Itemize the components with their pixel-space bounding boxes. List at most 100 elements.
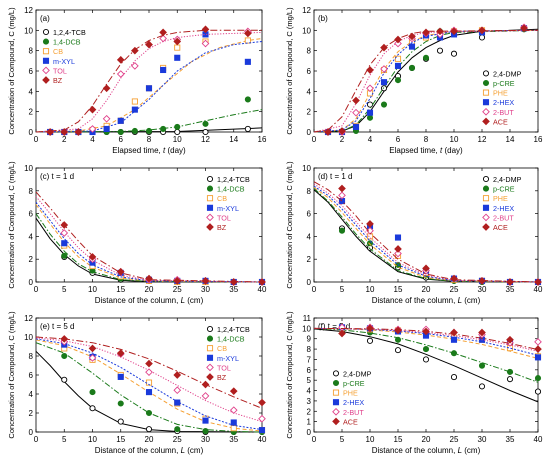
marker-p0-sL3-0	[42, 57, 50, 64]
marker-p1-s0-3	[366, 101, 374, 108]
marker-p0-s2-9	[174, 44, 181, 51]
y-tick-label: 12	[24, 6, 33, 15]
marker-p0-s4-5	[116, 70, 125, 78]
marker-p0-s5-5	[116, 55, 125, 64]
legend-label: 2-BUT	[493, 213, 514, 222]
marker-p1-sL4-0	[482, 107, 490, 116]
marker-p4-s5-0	[60, 335, 69, 343]
marker-p5-s1-5	[478, 362, 486, 369]
y-axis-label: Concentration of Compound, C (mg/L)	[285, 161, 294, 289]
fit-curve-s2	[313, 186, 539, 283]
marker-p2-s4-0	[60, 229, 69, 237]
marker-p3-sL2-0	[482, 195, 490, 202]
marker-p5-s5-0	[338, 329, 346, 338]
marker-p2-sL4-0	[206, 213, 214, 222]
y-tick-label: 4	[307, 387, 312, 396]
marker-p5-s0-2	[394, 347, 402, 354]
y-tick-label: 2	[29, 255, 34, 264]
y-tick-label: 2	[307, 108, 312, 117]
marker-p0-s5-2	[74, 128, 83, 136]
y-tick-label: 12	[24, 314, 33, 323]
panel-3: 0 5 10 15 20 25 30 35 40 0 2 4 6 8 10 Distance of the c…	[285, 161, 543, 305]
marker-p5-s3-7	[534, 354, 542, 361]
marker-p1-s3-4	[380, 79, 388, 86]
x-tick-label: 2	[62, 135, 67, 144]
marker-p1-s5-5	[394, 35, 402, 44]
x-tick-label: 30	[201, 435, 210, 444]
y-tick-label: 6	[307, 210, 312, 219]
legend-label: CB	[217, 344, 227, 353]
x-axis-label-variable: L	[458, 296, 462, 305]
y-tick-label: 0	[307, 428, 312, 437]
x-tick-label: 35	[229, 285, 238, 294]
marker-p3-sL0-0	[482, 175, 490, 183]
y-tick-label: 6	[29, 371, 34, 380]
fit-curve-s4	[35, 31, 263, 133]
y-tick-label: 6	[29, 67, 34, 76]
x-tick-label: 30	[478, 285, 487, 294]
legend-label: p-CRE	[493, 185, 515, 194]
x-tick-label: 35	[229, 435, 238, 444]
marker-p2-s5-2	[116, 267, 125, 276]
y-tick-label: 0	[307, 278, 312, 287]
marker-p5-s5-4	[450, 328, 458, 337]
marker-p2-s5-0	[60, 221, 69, 229]
marker-p5-s0-5	[478, 383, 486, 390]
y-tick-label: 9	[307, 335, 312, 344]
legend-label: PHE	[493, 194, 508, 203]
series-0	[35, 217, 266, 286]
marker-p0-s3-6	[131, 106, 138, 113]
fit-curve-s4	[35, 196, 263, 283]
x-axis-label-variable: L	[181, 446, 185, 455]
fit-curve-s1	[35, 342, 263, 433]
panel-label: (a)	[40, 14, 50, 23]
marker-p0-sL0-0	[42, 28, 50, 36]
marker-p5-sL0-0	[332, 370, 340, 377]
y-tick-label: 0	[307, 128, 312, 137]
marker-p0-s4-10	[201, 39, 210, 48]
x-axis-label: Elapsed time, t (day)	[389, 146, 463, 155]
x-tick-label: 20	[145, 285, 154, 294]
legend-label: 2-HEX	[493, 204, 514, 213]
x-tick-label: 35	[506, 435, 515, 444]
marker-p4-s0-1	[89, 405, 96, 412]
y-tick-label: 0	[29, 128, 34, 137]
marker-p0-sL4-0	[42, 66, 50, 75]
marker-p2-s5-5	[201, 277, 210, 285]
marker-p5-s3-4	[450, 336, 458, 343]
marker-p3-s2-1	[366, 233, 374, 240]
x-tick-label: 40	[534, 285, 543, 294]
marker-p1-s3-6	[408, 43, 416, 50]
y-tick-label: 4	[29, 87, 34, 96]
marker-p4-s4-4	[173, 386, 182, 395]
marker-p0-s5-10	[201, 25, 210, 34]
x-axis-label-variable: t	[440, 146, 443, 155]
x-axis-label-prefix: Elapsed time,	[112, 146, 163, 155]
legend-label: PHE	[343, 389, 358, 398]
x-tick-label: 40	[258, 435, 267, 444]
marker-p0-s3-8	[160, 66, 167, 74]
marker-p1-sL3-0	[482, 99, 490, 106]
x-tick-label: 0	[34, 285, 39, 294]
marker-p1-s3-5	[394, 62, 402, 69]
fit-curve-s1	[313, 188, 539, 283]
marker-p2-s1-0	[61, 252, 68, 259]
x-axis-label-prefix: Distance of the column,	[95, 446, 181, 455]
y-tick-label: 8	[29, 352, 34, 361]
y-tick-label: 4	[29, 390, 34, 399]
marker-p2-sL3-0	[206, 204, 214, 211]
x-tick-label: 25	[173, 285, 182, 294]
marker-p5-sL3-0	[332, 399, 340, 406]
x-axis-label: Distance of the column, L (cm)	[95, 446, 204, 455]
x-tick-label: 0	[312, 435, 317, 444]
legend-label: 2,4-DMP	[343, 369, 372, 378]
marker-p1-s5-8	[436, 27, 444, 36]
marker-p1-s5-7	[422, 28, 430, 37]
marker-p5-s0-3	[422, 356, 430, 363]
legend-label: 2-HEX	[343, 398, 364, 407]
marker-p4-s5-5	[201, 380, 210, 389]
fit-curve-s5	[313, 181, 539, 283]
y-tick-label: 10	[302, 164, 311, 173]
